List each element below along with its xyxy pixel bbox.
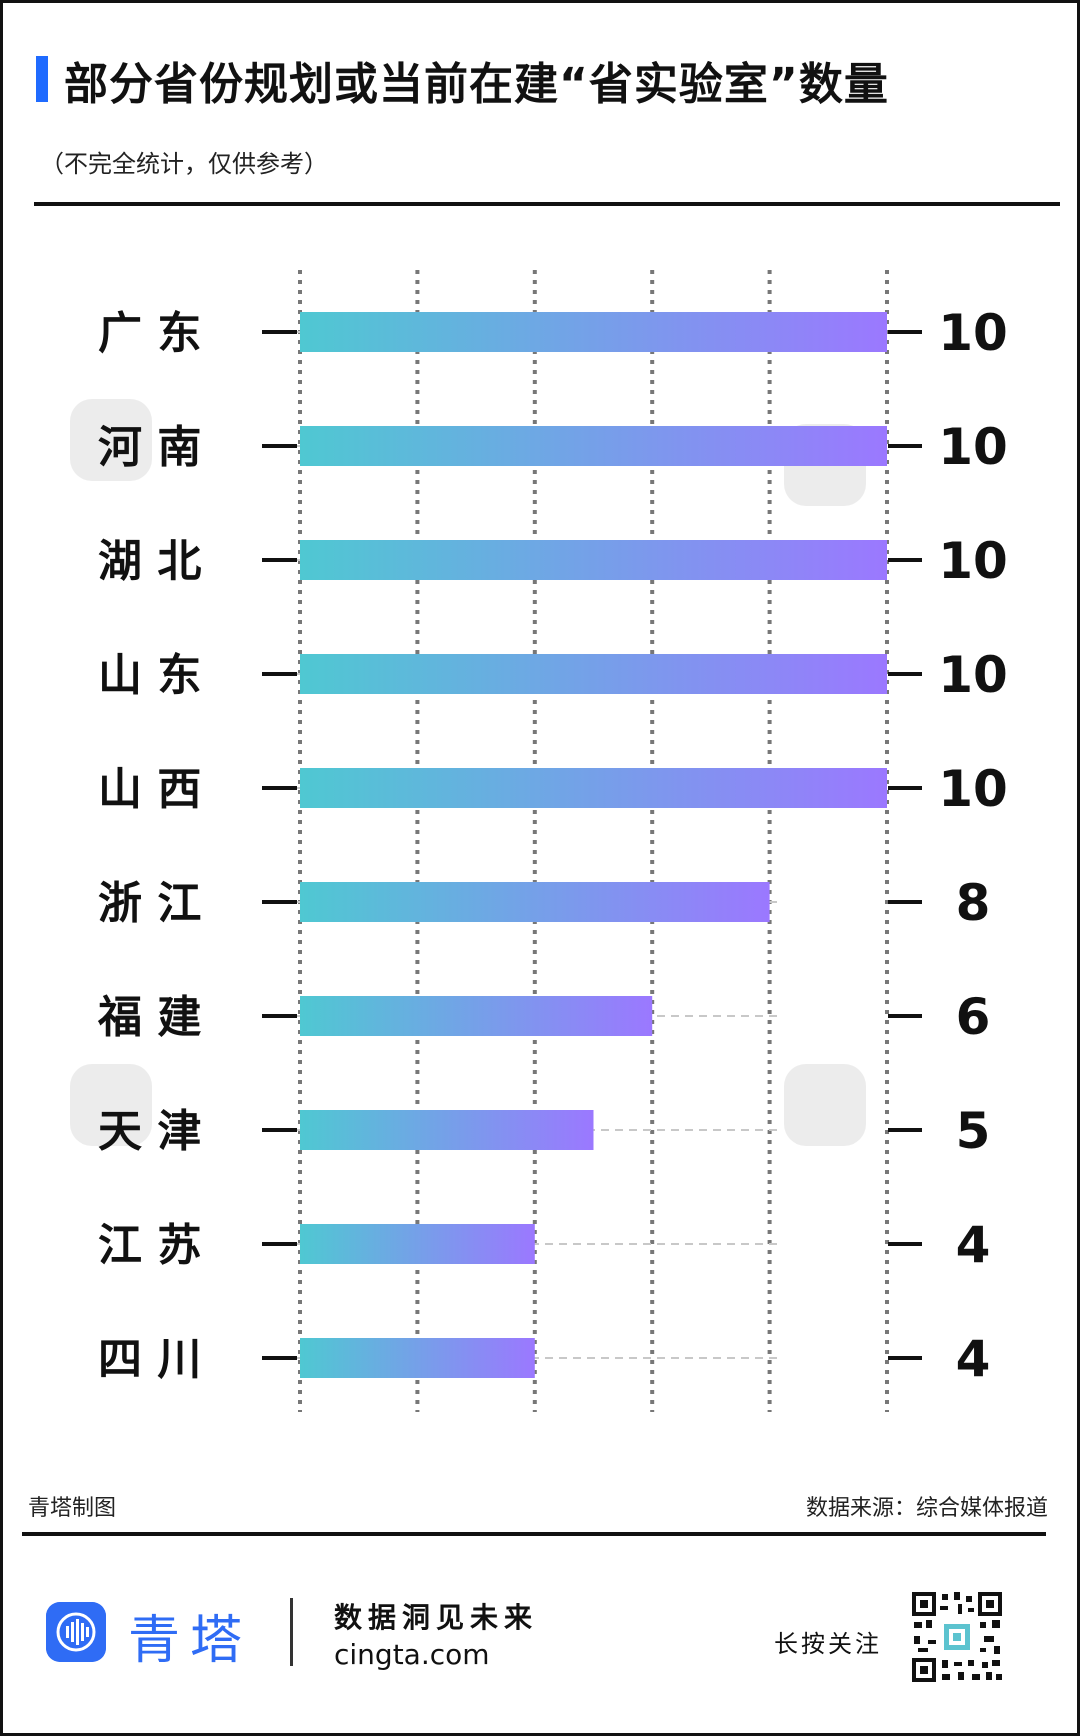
cingta-logo-icon bbox=[46, 1602, 106, 1662]
data-source: 数据来源：综合媒体报道 bbox=[805, 1496, 1048, 1521]
category-label: 江 苏 bbox=[98, 1220, 201, 1271]
category-label: 河 南 bbox=[98, 422, 201, 473]
data-label: 10 bbox=[938, 760, 1008, 818]
bar bbox=[300, 540, 887, 580]
footer-vertical-divider bbox=[290, 1598, 293, 1666]
category-label: 湖 北 bbox=[98, 536, 201, 587]
category-label: 山 西 bbox=[98, 764, 201, 815]
category-label: 天 津 bbox=[98, 1106, 201, 1157]
category-label: 福 建 bbox=[97, 992, 201, 1043]
follow-label: 长按关注 bbox=[774, 1630, 882, 1658]
bar bbox=[300, 426, 887, 466]
chart-credit: 青塔制图 bbox=[28, 1496, 117, 1521]
category-label: 四 川 bbox=[98, 1334, 201, 1385]
data-label: 10 bbox=[938, 418, 1008, 476]
page-subtitle: （不完全统计，仅供参考） bbox=[40, 150, 328, 178]
page-title: 部分省份规划或当前在建“省实验室”数量 bbox=[64, 59, 889, 110]
qr-code-icon[interactable] bbox=[910, 1590, 1004, 1684]
site-url[interactable]: cingta.com bbox=[334, 1638, 490, 1671]
bar bbox=[300, 768, 887, 808]
brand-slogan: 数据洞见未来 bbox=[334, 1601, 539, 1634]
watermark-icon bbox=[784, 1064, 866, 1146]
bar bbox=[300, 1110, 594, 1150]
data-label: 10 bbox=[938, 532, 1008, 590]
data-label: 6 bbox=[956, 988, 991, 1046]
data-label: 8 bbox=[956, 874, 991, 932]
category-label: 山 东 bbox=[98, 650, 201, 701]
bar bbox=[300, 996, 653, 1036]
watermark-icon bbox=[70, 399, 152, 481]
data-label: 5 bbox=[956, 1102, 991, 1160]
title-accent-bar bbox=[36, 56, 48, 102]
bar-chart: 广 东 10 河 南 10 湖 北 10 山 东 10 山 西 10 浙 江 8 福 建 6 天 津 5 江 苏… bbox=[97, 270, 1008, 1412]
bar bbox=[300, 312, 887, 352]
bar bbox=[300, 1338, 535, 1378]
data-label: 10 bbox=[938, 646, 1008, 704]
data-label: 4 bbox=[956, 1216, 991, 1274]
data-label: 4 bbox=[956, 1330, 991, 1388]
category-label: 浙 江 bbox=[98, 878, 201, 929]
bar bbox=[300, 882, 770, 922]
category-label: 广 东 bbox=[98, 308, 201, 359]
brand-name: 青塔 bbox=[128, 1611, 253, 1671]
bar bbox=[300, 654, 887, 694]
watermark-icon bbox=[70, 1064, 152, 1146]
data-label: 10 bbox=[938, 304, 1008, 362]
top-divider bbox=[34, 202, 1060, 206]
bar bbox=[300, 1224, 535, 1264]
bottom-divider bbox=[22, 1532, 1046, 1536]
